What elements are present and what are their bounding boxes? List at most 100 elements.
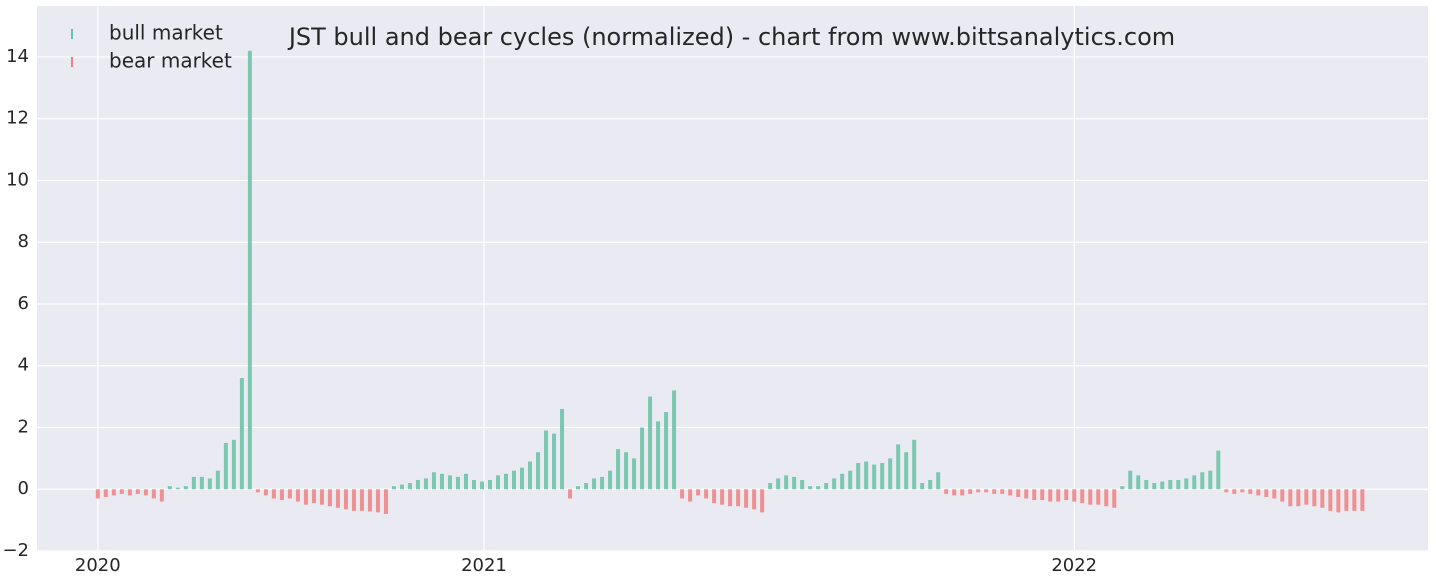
bar (528, 461, 533, 490)
bar (792, 476, 797, 490)
bar (744, 489, 749, 508)
bar (359, 489, 364, 511)
bar (1160, 481, 1165, 490)
bar (568, 489, 573, 499)
bar (1192, 475, 1197, 490)
bar (1104, 489, 1109, 507)
bar (1240, 489, 1245, 493)
bar (992, 489, 997, 494)
bar (447, 475, 452, 490)
bar (335, 489, 340, 508)
bar (672, 390, 677, 490)
bar (968, 489, 973, 494)
bar (1152, 483, 1157, 490)
bar (1248, 489, 1253, 494)
bar (399, 484, 404, 490)
bar (1296, 489, 1301, 507)
bar (375, 489, 380, 513)
bar (175, 487, 180, 490)
bar (1024, 489, 1029, 499)
labels: −2 0 2 4 6 8 10 12 14 2020 2021 2022 bull market bear… (2, 21, 1097, 577)
bar (936, 472, 941, 490)
bar (712, 489, 717, 504)
bar (1336, 489, 1341, 513)
legend-label: bull market (109, 21, 223, 45)
bar (928, 479, 933, 490)
bar (520, 467, 525, 490)
bar (1120, 486, 1125, 490)
bar (1320, 489, 1325, 508)
bar (576, 486, 581, 490)
bar (199, 476, 204, 490)
bar (1224, 489, 1229, 493)
bar (640, 427, 645, 490)
bar (864, 461, 869, 490)
bar (912, 439, 917, 490)
bar (800, 479, 805, 490)
bar (1312, 489, 1317, 507)
bar (1280, 489, 1285, 502)
y-tick-label: 14 (6, 46, 29, 67)
y-tick-label: 10 (6, 169, 29, 190)
bar (1064, 489, 1069, 501)
bar (1072, 489, 1077, 502)
bar (560, 408, 565, 490)
bar (1264, 489, 1269, 497)
y-tick-label: 6 (18, 293, 29, 314)
bar (616, 449, 621, 490)
bar (1200, 472, 1205, 490)
bar (696, 489, 701, 496)
bar (944, 489, 949, 494)
bar (471, 479, 476, 490)
bar (311, 489, 316, 504)
bar (888, 458, 893, 490)
bars (95, 50, 1365, 514)
bar (904, 452, 909, 490)
bar (512, 470, 517, 490)
bar (1040, 489, 1045, 501)
bar (319, 489, 324, 505)
bar (127, 489, 132, 496)
x-tick-label: 2021 (461, 555, 507, 576)
bar (824, 483, 829, 490)
bar (183, 486, 188, 490)
bar (119, 489, 124, 494)
bar (920, 483, 925, 490)
bar (688, 489, 693, 502)
x-tick-label: 2020 (75, 555, 121, 576)
bar (495, 475, 500, 490)
bar (111, 489, 116, 496)
bar (600, 476, 605, 490)
bar (584, 483, 589, 490)
bar (976, 489, 981, 493)
plot-background (37, 6, 1428, 551)
bar (720, 489, 725, 505)
bar (351, 489, 356, 511)
y-tick-label: 12 (6, 108, 29, 129)
bar (463, 473, 468, 490)
bar (415, 479, 420, 490)
chart-title: JST bull and bear cycles (normalized) - … (287, 23, 1175, 51)
bar (1208, 470, 1213, 490)
bar (1304, 489, 1309, 505)
bar (608, 470, 613, 490)
bar (1128, 470, 1133, 490)
bar (1344, 489, 1349, 511)
bar (984, 489, 989, 493)
bar (960, 489, 965, 496)
bar (776, 478, 781, 490)
bar (952, 489, 957, 496)
bar (423, 478, 428, 490)
bar (1168, 479, 1173, 490)
bar (1360, 489, 1365, 511)
bar (856, 462, 861, 490)
bar (1088, 489, 1093, 505)
bar (768, 483, 773, 490)
bar (1184, 478, 1189, 490)
bar (1144, 479, 1149, 490)
bar (263, 489, 268, 496)
bar (648, 396, 653, 490)
y-tick-label: 2 (18, 416, 29, 437)
bar (896, 444, 901, 490)
